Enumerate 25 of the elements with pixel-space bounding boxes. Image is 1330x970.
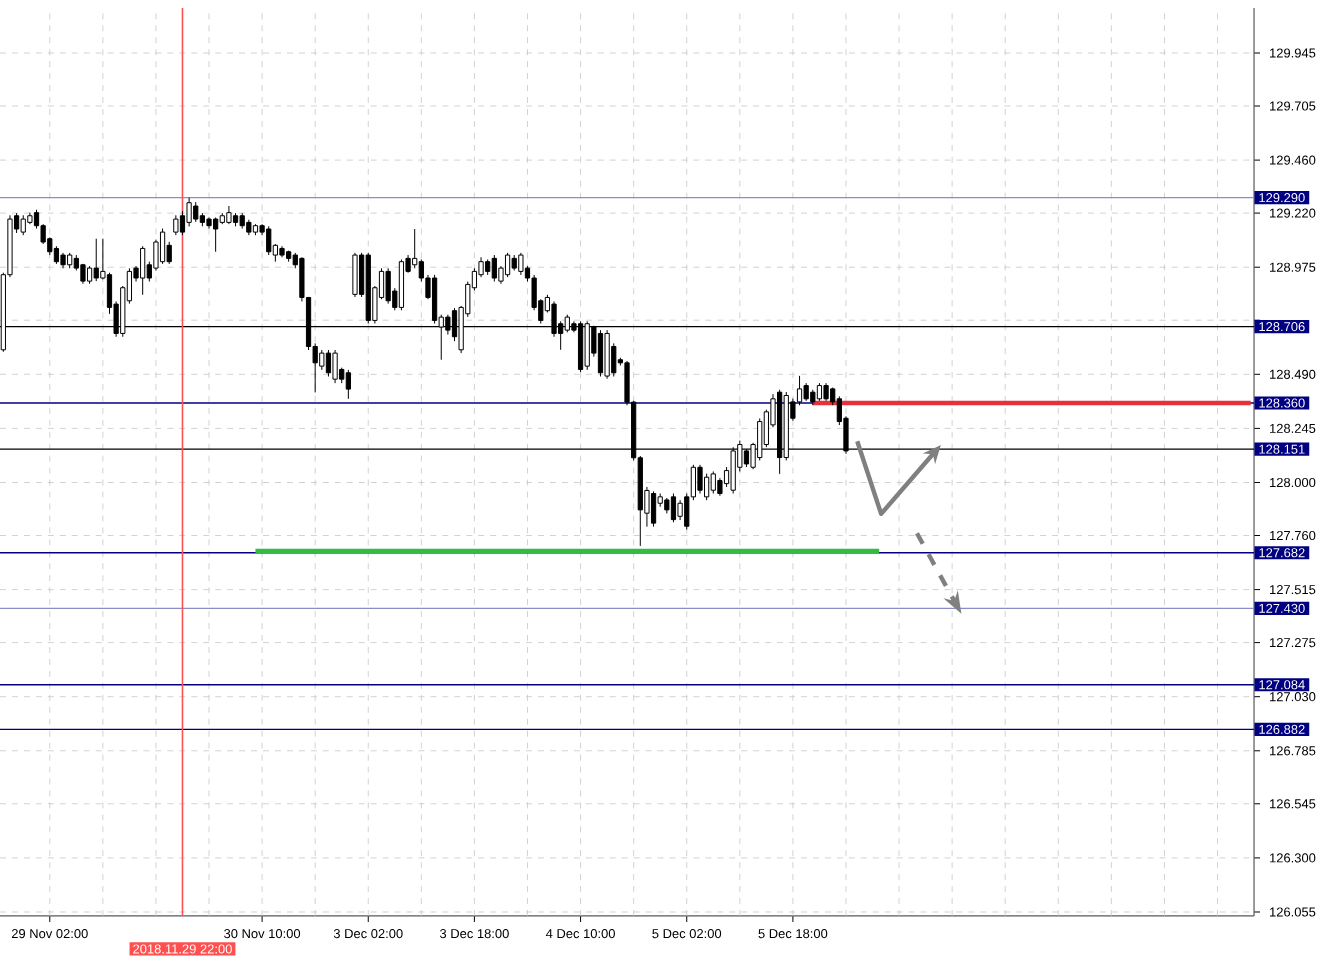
candlestick <box>677 499 683 521</box>
candlestick <box>398 258 405 311</box>
candlestick <box>186 197 192 227</box>
candlestick <box>710 470 716 495</box>
candlestick <box>704 473 710 501</box>
candlestick <box>213 217 219 253</box>
candlestick <box>140 245 146 296</box>
candlestick <box>332 349 338 384</box>
candlestick <box>226 205 232 225</box>
candlestick <box>93 238 99 282</box>
candlestick <box>650 490 657 528</box>
candlestick <box>697 464 703 495</box>
candlestick <box>345 369 351 400</box>
candlestick <box>352 252 358 298</box>
candlestick <box>385 267 391 305</box>
candlestick <box>20 214 26 236</box>
candlestick <box>518 252 524 276</box>
candlestick <box>266 225 272 256</box>
candlestick <box>504 252 511 278</box>
candlestick <box>325 349 332 378</box>
candlestick <box>159 228 166 265</box>
candlestick <box>193 201 199 223</box>
candlestick <box>670 493 677 523</box>
candlestick <box>491 254 497 283</box>
candlestick <box>173 214 179 236</box>
